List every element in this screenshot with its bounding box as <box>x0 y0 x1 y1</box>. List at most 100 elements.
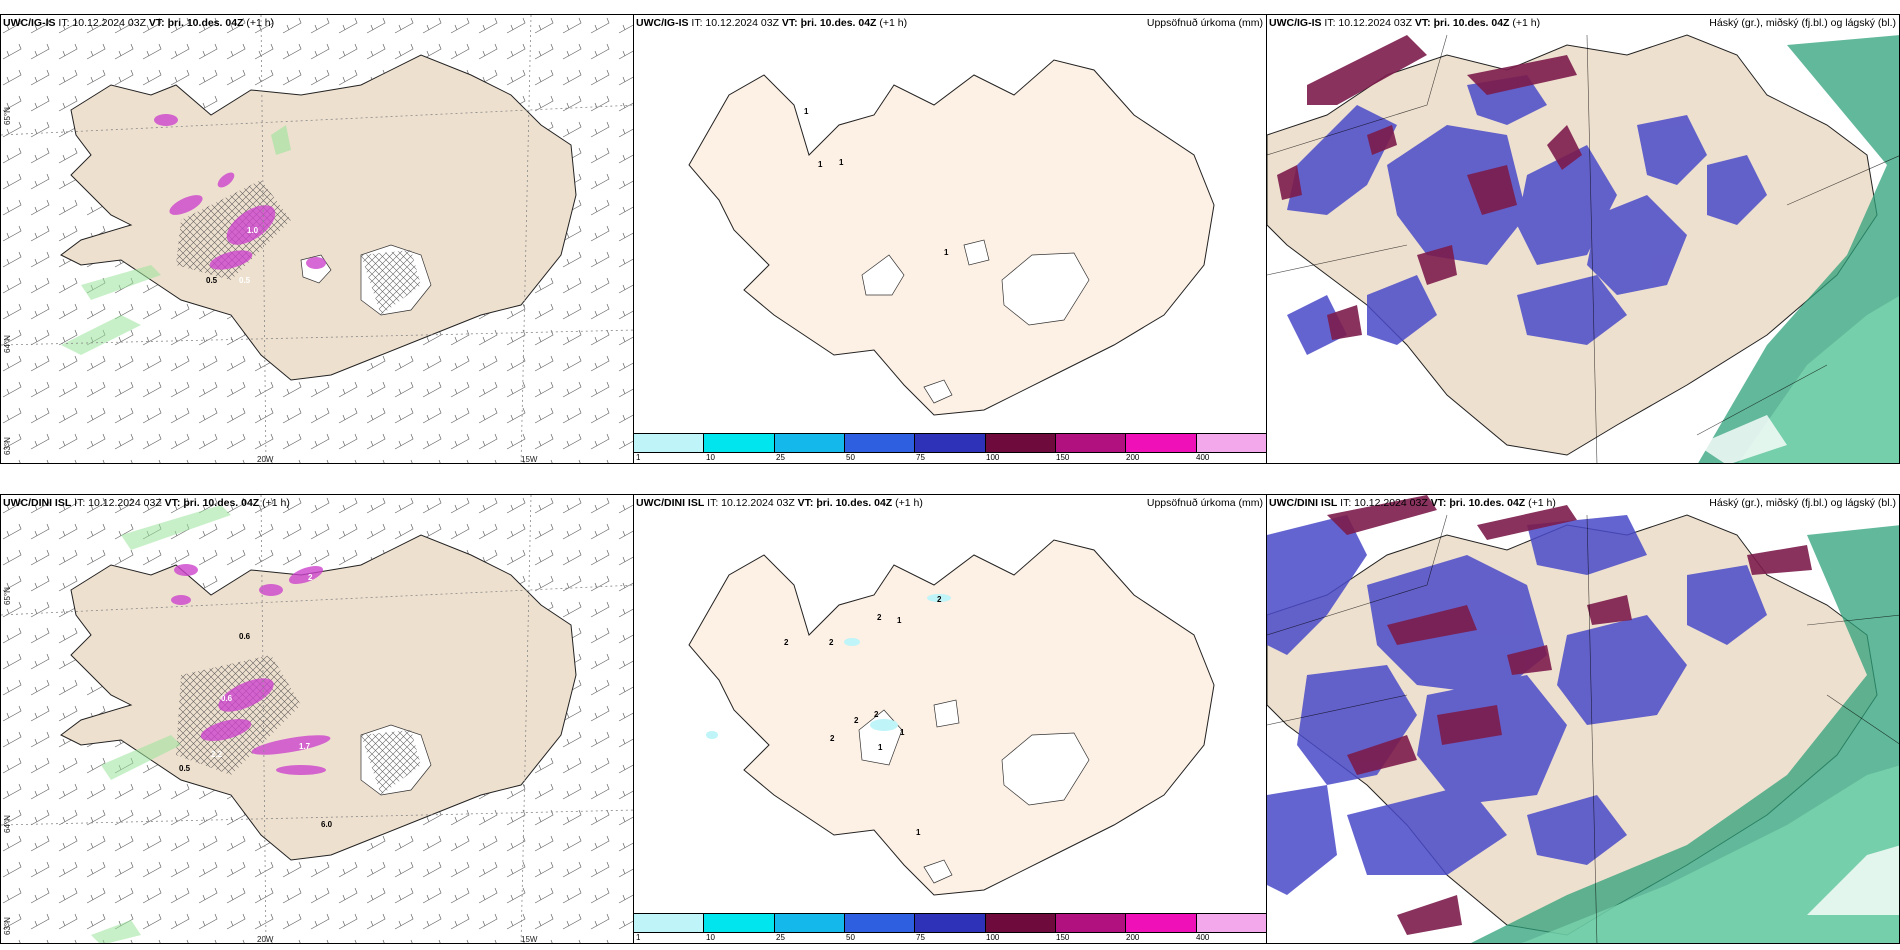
colorbar-tick: 25 <box>776 933 785 942</box>
precip-label: 1 <box>878 743 883 752</box>
colorbar-swatch <box>774 434 845 452</box>
colorbar-ticks: 1 10 25 50 75 100 150 200 400 <box>634 453 1266 463</box>
colorbar-swatch <box>1196 914 1266 932</box>
colorbar-tick: 10 <box>706 453 715 462</box>
wind-map: 1.0 0.5 0.5 <box>1 15 633 463</box>
panel-header: UWC/DINI ISL IT: 10.12.2024 03Z VT: þri.… <box>1269 497 1556 509</box>
precip-label: 2 <box>874 710 879 719</box>
panel-header: UWC/IG-IS IT: 10.12.2024 03Z VT: þri. 10… <box>636 17 908 29</box>
precip-label: 1 <box>916 828 921 837</box>
colorbar-tick: 50 <box>846 933 855 942</box>
cloud-map <box>1267 34 1899 463</box>
glacier-white <box>1001 252 1090 326</box>
colorbar-swatch <box>1126 434 1197 452</box>
wind-map-panel-igis: UWC/IG-IS IT: 10.12.2024 03Z VT: þri. 10… <box>0 14 634 464</box>
cloud-map-panel-dini: UWC/DINI ISL IT: 10.12.2024 03Z VT: þri.… <box>1266 494 1900 944</box>
iceland-landmass <box>60 54 577 381</box>
panel-header: UWC/DINI ISL IT: 10.12.2024 03Z VT: þri.… <box>3 497 290 509</box>
lat-label-63: 63°N <box>3 917 12 935</box>
colorbar-swatch <box>915 434 986 452</box>
colorbar-swatch <box>774 914 845 932</box>
contour-label: 0.5 <box>206 276 218 285</box>
precip-label: 1 <box>944 248 949 257</box>
precip-label: 1 <box>900 728 905 737</box>
precip-colorbar <box>634 433 1266 453</box>
precip-colorbar <box>634 913 1266 933</box>
colorbar-swatch <box>1126 914 1197 932</box>
panel-header: UWC/IG-IS IT: 10.12.2024 03Z VT: þri. 10… <box>3 17 275 29</box>
panel-right-label: Háský (gr.), miðský (fj.bl.) og lágský (… <box>1709 17 1896 29</box>
panel-header: UWC/IG-IS IT: 10.12.2024 03Z VT: þri. 10… <box>1269 17 1541 29</box>
lon-label-15w: 15W <box>521 455 538 464</box>
colorbar-tick: 25 <box>776 453 785 462</box>
colorbar-tick: 100 <box>986 933 1000 942</box>
colorbar-swatch <box>985 914 1056 932</box>
lat-label-65: 65°N <box>3 587 12 605</box>
colorbar-tick: 75 <box>916 453 925 462</box>
colorbar-tick: 200 <box>1126 933 1140 942</box>
colorbar-swatch <box>1055 914 1127 932</box>
contour-label: 0.5 <box>239 276 251 285</box>
colorbar-tick: 400 <box>1196 453 1210 462</box>
lat-label-64: 64°N <box>3 335 12 353</box>
colorbar-swatch <box>1196 434 1266 452</box>
precip-label: 1 <box>897 616 902 625</box>
colorbar-swatch <box>844 914 916 932</box>
colorbar-swatch <box>985 434 1056 452</box>
lon-label-20w: 20W <box>257 935 274 944</box>
precip-map-panel-igis: UWC/IG-IS IT: 10.12.2024 03Z VT: þri. 10… <box>633 14 1267 464</box>
precip-label: 1 <box>839 158 844 167</box>
precip-map: 1 1 1 1 <box>688 59 1215 416</box>
precip-label: 2 <box>829 638 834 647</box>
colorbar-swatch <box>915 914 986 932</box>
colorbar-swatch <box>634 914 705 932</box>
lat-label-63: 63°N <box>3 437 12 455</box>
glacier-white <box>1001 732 1090 806</box>
lat-label-64: 64°N <box>3 815 12 833</box>
panel-header: UWC/DINI ISL IT: 10.12.2024 03Z VT: þri.… <box>636 497 923 509</box>
colorbar-tick: 75 <box>916 933 925 942</box>
lat-label-65: 65°N <box>3 107 12 125</box>
colorbar-swatch <box>1055 434 1127 452</box>
lon-label-20w: 20W <box>257 455 274 464</box>
glacier-white-4 <box>923 859 953 884</box>
colorbar-tick: 150 <box>1056 933 1070 942</box>
cloud-map <box>1267 495 1899 943</box>
contour-label: 2.2 <box>211 750 223 759</box>
glacier-white-3 <box>933 699 960 728</box>
precip-map: 2 1 2 2 2 2 2 1 2 1 1 <box>688 539 1215 896</box>
colorbar-swatch <box>844 434 916 452</box>
glacier-white-3 <box>963 239 990 266</box>
colorbar-swatch <box>634 434 705 452</box>
precip-label: 2 <box>784 638 789 647</box>
contour-label: 0.6 <box>239 632 251 641</box>
colorbar-swatch <box>704 434 775 452</box>
wind-map-panel-dini: UWC/DINI ISL IT: 10.12.2024 03Z VT: þri.… <box>0 494 634 944</box>
panel-right-label: Uppsöfnuð úrkoma (mm) <box>1146 497 1263 509</box>
glacier-white-2 <box>861 254 905 296</box>
iceland-landmass <box>60 534 577 861</box>
panel-right-label: Uppsöfnuð úrkoma (mm) <box>1146 17 1263 29</box>
panel-right-label: Háský (gr.), miðský (fj.bl.) og lágský (… <box>1709 497 1896 509</box>
iceland-landmass <box>688 59 1215 416</box>
precip-label: 1 <box>818 160 823 169</box>
lon-label-15w: 15W <box>521 935 538 944</box>
colorbar-tick: 1 <box>636 453 641 462</box>
colorbar-tick: 10 <box>706 933 715 942</box>
glacier-white-4 <box>923 379 953 404</box>
contour-label: 6.0 <box>321 820 333 829</box>
cloud-map-panel-igis: UWC/IG-IS IT: 10.12.2024 03Z VT: þri. 10… <box>1266 14 1900 464</box>
wind-map: 2 0.6 0.6 0.5 2.2 1.7 6.0 <box>1 495 633 943</box>
colorbar-tick: 150 <box>1056 453 1070 462</box>
colorbar-swatch <box>704 914 775 932</box>
precip-label: 2 <box>937 595 942 604</box>
colorbar-tick: 50 <box>846 453 855 462</box>
contour-label: 1.0 <box>247 226 259 235</box>
contour-label: 0.6 <box>221 694 233 703</box>
colorbar-tick: 1 <box>636 933 641 942</box>
precip-label: 1 <box>804 107 809 116</box>
colorbar-tick: 100 <box>986 453 1000 462</box>
precip-map-panel-dini: UWC/DINI ISL IT: 10.12.2024 03Z VT: þri.… <box>633 494 1267 944</box>
contour-label: 0.5 <box>179 764 191 773</box>
colorbar-ticks: 1 10 25 50 75 100 150 200 400 <box>634 933 1266 943</box>
